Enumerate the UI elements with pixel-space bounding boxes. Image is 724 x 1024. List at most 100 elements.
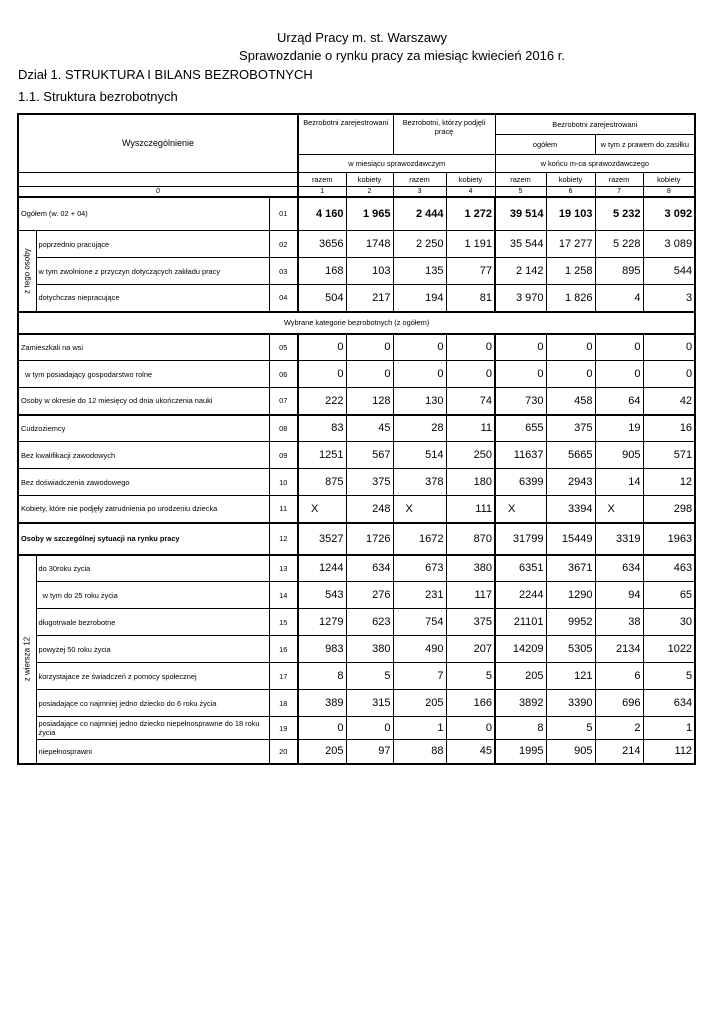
- cell-value: 117: [445, 581, 497, 609]
- cell-value: 696: [594, 689, 644, 717]
- row-label: dotychczas niepracujące: [35, 284, 270, 312]
- row-code: 10: [268, 468, 299, 496]
- row-code: 13: [268, 553, 299, 582]
- row-label: korzystajace ze świadczeń z pomocy społe…: [35, 662, 270, 690]
- cell-value: 16: [642, 413, 696, 442]
- row-code: 04: [268, 284, 299, 312]
- row-label: do 30roku życia: [35, 553, 270, 582]
- cell-value: 1 272: [445, 195, 497, 231]
- table-row: niepełnosprawni 20 205 97 88 45 1995 905 214 112: [18, 739, 696, 764]
- cell-value: 544: [642, 257, 696, 285]
- cell-value: 1963: [642, 521, 696, 555]
- column-number: 4: [445, 185, 496, 197]
- cell-value: 194: [392, 284, 447, 312]
- row-label: w tym zwolnione z przyczyn dotyczących z…: [35, 257, 270, 285]
- cell-value: 4 160: [297, 195, 347, 231]
- cell-value: 754: [392, 608, 447, 636]
- row-label: Kobiety, które nie podjęły zatrudnienia …: [17, 495, 270, 523]
- table-row: w tym posiadający gospodarstwo rolne 06 0 0…: [17, 360, 696, 388]
- subcol-header: kobiety: [345, 171, 394, 187]
- cell-value: 870: [445, 521, 497, 555]
- row-code: 18: [268, 689, 299, 717]
- row-label: Ogółem (w. 02 + 04): [17, 195, 270, 231]
- cell-value: 0: [445, 332, 497, 361]
- cell-value: 3671: [545, 553, 596, 582]
- cell-value: 1279: [297, 608, 347, 636]
- cell-value: 571: [642, 441, 696, 469]
- cell-value: 19: [594, 413, 644, 442]
- table-row: korzystajace ze świadczeń z pomocy społe…: [18, 662, 696, 690]
- cell-value: 0: [297, 360, 347, 388]
- cell-value: 112: [642, 739, 696, 764]
- cell-value: 490: [392, 635, 447, 663]
- row-code: 05: [268, 332, 299, 361]
- section-title: Dział 1. STRUKTURA I BILANS BEZROBOTNYCH: [18, 67, 313, 82]
- report-title: Sprawozdanie o rynku pracy za miesiąc kw…: [239, 48, 565, 63]
- cell-value: 31799: [494, 521, 547, 555]
- cell-value: 623: [345, 608, 394, 636]
- table-row: z wiersza 12 do 30roku życia 13 1244 634 673 3…: [17, 553, 696, 764]
- cell-value: 3527: [297, 521, 347, 555]
- cell-value: 0: [494, 332, 547, 361]
- table-row: posiadające co najmniej jedno dziecko do…: [18, 689, 696, 717]
- cell-value: 2 142: [494, 257, 547, 285]
- cell-value: 1672: [392, 521, 447, 555]
- cell-value: 28: [392, 413, 447, 442]
- side-label-cell: z tego osoby: [17, 230, 37, 312]
- cell-value: 276: [345, 581, 394, 609]
- cell-value: 0: [297, 332, 347, 361]
- row-label: posiadające co najmniej jedno dziecko do…: [35, 689, 270, 717]
- column-number: 3: [392, 185, 447, 197]
- cell-value: 0: [392, 332, 447, 361]
- cell-value: 5: [642, 662, 696, 690]
- cell-value: 250: [445, 441, 497, 469]
- cell-value: 0: [494, 360, 547, 388]
- cell-value: 217: [345, 284, 394, 312]
- row-label: w tym posiadający gospodarstwo rolne: [17, 360, 270, 388]
- cell-value: 0: [594, 332, 644, 361]
- cell-value: 64: [594, 387, 644, 415]
- row-code: 20: [268, 739, 299, 764]
- cell-value: 2 250: [392, 230, 447, 258]
- table-row: dotychczas niepracujące 04 504 217 194 81 3 97…: [18, 284, 696, 312]
- cell-value: 168: [297, 257, 347, 285]
- cell-value: 5: [445, 662, 497, 690]
- cell-value: 543: [297, 581, 347, 609]
- side-label-cell: z wiersza 12: [17, 553, 37, 764]
- cell-value: 3 092: [642, 195, 696, 231]
- cell-value: 38: [594, 608, 644, 636]
- cell-value: 6: [594, 662, 644, 690]
- cell-value: 12: [642, 468, 696, 496]
- cell-value: 11637: [494, 441, 547, 469]
- cell-value: 15449: [545, 521, 596, 555]
- subcol-header: kobiety: [545, 171, 596, 187]
- cell-value: 5 228: [594, 230, 644, 258]
- cell-value: 8: [297, 662, 347, 690]
- cell-value: 634: [642, 689, 696, 717]
- cell-value: 0: [345, 332, 394, 361]
- cell-value: 730: [494, 387, 547, 415]
- cell-value: X: [494, 495, 547, 523]
- cell-value: 135: [392, 257, 447, 285]
- column-number: 2: [345, 185, 394, 197]
- row-code: 19: [268, 716, 299, 740]
- cell-value: 17 277: [545, 230, 596, 258]
- cell-value: 1: [392, 716, 447, 740]
- cell-value: 97: [345, 739, 394, 764]
- cell-value: 74: [445, 387, 497, 415]
- cell-value: 5665: [545, 441, 596, 469]
- cell-value: 6351: [494, 553, 547, 582]
- cell-value: 4: [594, 284, 644, 312]
- cell-value: 42: [642, 387, 696, 415]
- cell-value: 1251: [297, 441, 347, 469]
- cell-value: 0: [345, 716, 394, 740]
- subsection-title: 1.1. Struktura bezrobotnych: [18, 89, 178, 104]
- cell-value: 375: [345, 468, 394, 496]
- row-label: Bez doświadczenia zawodowego: [17, 468, 270, 496]
- cell-value: 128: [345, 387, 394, 415]
- column-number: 5: [494, 185, 547, 197]
- column-number: 1: [297, 185, 347, 197]
- row-label: poprzednio pracujące: [35, 230, 270, 258]
- cell-value: 3 970: [494, 284, 547, 312]
